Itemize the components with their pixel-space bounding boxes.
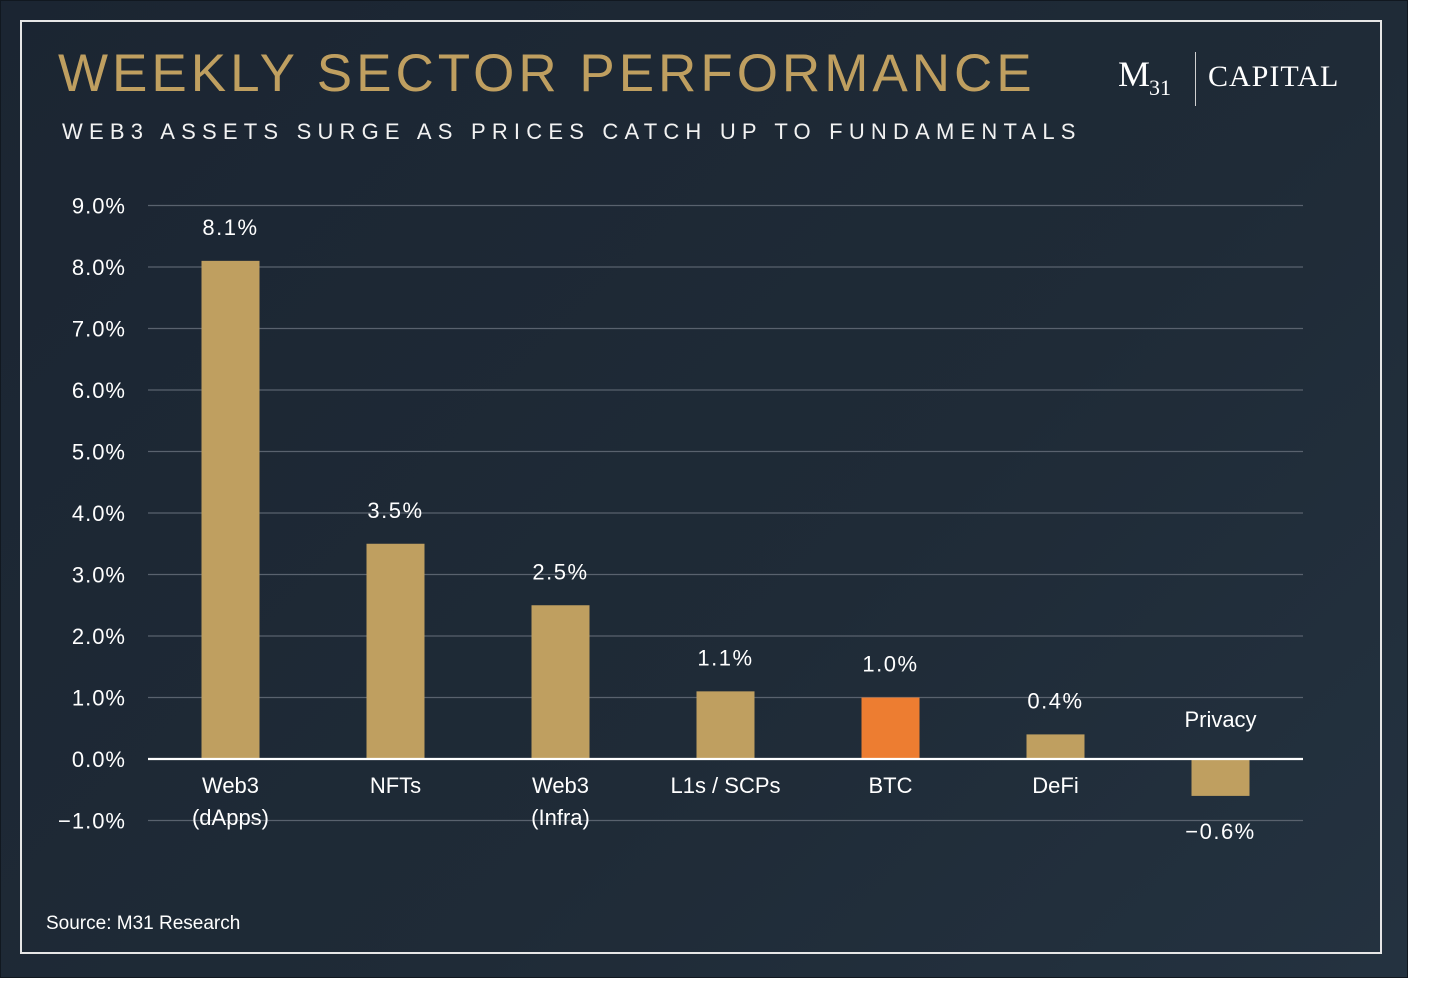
bar (696, 691, 755, 759)
x-tick-label: NFTs (370, 773, 421, 798)
x-tick-label-line: DeFi (1032, 773, 1078, 798)
data-label: −0.6% (1185, 819, 1256, 844)
x-tick-label: BTC (869, 773, 913, 798)
y-tick-label: 2.0% (72, 624, 126, 649)
y-tick-label: 6.0% (72, 378, 126, 403)
data-label: 2.5% (532, 559, 588, 584)
x-tick-label-line: (Infra) (531, 805, 590, 830)
logo-letter: M (1118, 54, 1151, 94)
chart-title: WEEKLY SECTOR PERFORMANCE (58, 44, 1036, 103)
bar (1191, 759, 1250, 796)
logo-subscript: 31 (1149, 75, 1171, 100)
x-tick-label-line: Web3 (202, 773, 259, 798)
chart-panel: WEEKLY SECTOR PERFORMANCE WEB3 ASSETS SU… (0, 0, 1408, 978)
x-tick-label: L1s / SCPs (670, 773, 780, 798)
company-logo: M 31 CAPITAL (1118, 52, 1358, 106)
x-tick-label: Privacy (1184, 707, 1256, 732)
chart-subtitle: WEB3 ASSETS SURGE AS PRICES CATCH UP TO … (62, 119, 1082, 144)
y-tick-label: 5.0% (72, 440, 126, 465)
bar (1026, 734, 1085, 759)
x-tick-label-line: L1s / SCPs (670, 773, 780, 798)
bar (861, 697, 920, 759)
x-tick-label: Web3 (Infra) (531, 773, 590, 830)
x-tick-label: Web3 (dApps) (192, 773, 269, 830)
x-tick-label-line: BTC (869, 773, 913, 798)
y-tick-label: 1.0% (72, 686, 126, 711)
data-label: 1.0% (862, 652, 918, 677)
logo-divider (1195, 52, 1196, 106)
logo-wordmark: CAPITAL (1208, 60, 1340, 93)
data-label: 0.4% (1027, 688, 1083, 713)
bar (366, 543, 425, 759)
y-tick-label: 4.0% (72, 501, 126, 526)
bar-chart: −1.0% 0.0% 1.0% 2.0% 3.0% 4.0% 5.0% 6.0% 7.0% 8.0… (58, 194, 1303, 844)
y-tick-label: 0.0% (72, 747, 126, 772)
x-tick-label-line: NFTs (370, 773, 421, 798)
data-label: 3.5% (367, 498, 423, 523)
y-tick-label: 7.0% (72, 317, 126, 342)
bar (531, 605, 590, 759)
panel-border (20, 20, 1382, 954)
source-note: Source: M31 Research (46, 913, 241, 934)
y-tick-label: 9.0% (72, 194, 126, 219)
x-tick-label-line: (dApps) (192, 805, 269, 830)
x-tick-label: DeFi (1032, 773, 1078, 798)
y-tick-label: −1.0% (58, 809, 126, 834)
data-label: 1.1% (697, 645, 753, 670)
bar (201, 260, 260, 759)
y-tick-label: 3.0% (72, 563, 126, 588)
x-tick-label-line: Web3 (532, 773, 589, 798)
data-label: 8.1% (202, 215, 258, 240)
y-tick-label: 8.0% (72, 255, 126, 280)
